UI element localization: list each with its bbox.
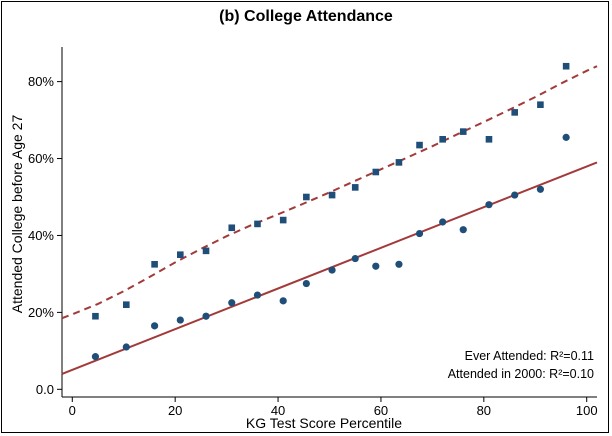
square-point: [416, 141, 423, 149]
square-point: [202, 247, 210, 255]
square-point: [511, 109, 518, 116]
square-point: [485, 136, 493, 143]
circle-point: [562, 133, 570, 141]
circle-point: [328, 266, 336, 274]
circle-point: [253, 291, 262, 299]
y-tick-label: 80%: [28, 74, 54, 89]
annotation-ever-attended: Ever Attended: R²=0.11: [465, 349, 594, 363]
x-axis-label: KG Test Score Percentile: [246, 415, 402, 431]
circle-point: [228, 299, 236, 307]
circle-point: [279, 297, 287, 305]
circle-point: [395, 260, 403, 268]
square-point: [537, 101, 544, 108]
square-point: [395, 159, 403, 166]
y-tick-label: 0.0: [36, 382, 54, 397]
square-point: [177, 251, 184, 258]
x-tick-label: 80: [477, 403, 491, 418]
x-tick-label: 20: [168, 403, 182, 418]
circle-point: [302, 279, 310, 288]
annotation-attended-2000: Attended in 2000: R²=0.10: [448, 367, 594, 381]
x-tick-label: 100: [576, 403, 598, 418]
axes: 0 20 40 60 80 100 0.0 20% 40% 60% 80%: [28, 47, 598, 418]
square-point: [351, 184, 359, 191]
square-point: [228, 224, 236, 232]
circle-point: [150, 322, 159, 330]
square-point: [562, 62, 570, 70]
x-tick-label: 40: [271, 403, 285, 418]
square-point: [439, 136, 446, 143]
square-point: [254, 220, 261, 228]
circle-point: [372, 262, 380, 270]
circle-point: [459, 226, 467, 234]
y-axis-label: Attended College before Age 27: [9, 115, 25, 314]
circle-point: [351, 254, 359, 263]
fit-line-ever-attended: [61, 65, 598, 320]
square-point: [279, 216, 287, 224]
square-point: [303, 193, 310, 201]
y-tick-label: 40%: [28, 228, 54, 243]
circle-point: [122, 343, 130, 351]
circle-point: [439, 218, 447, 226]
circle-point: [415, 229, 424, 238]
x-tick-label: 60: [374, 403, 388, 418]
square-point: [372, 168, 380, 176]
circle-point: [91, 353, 100, 361]
data-points: [91, 62, 570, 361]
y-tick-label: 20%: [28, 305, 54, 320]
y-tick-label: 60%: [28, 151, 54, 166]
square-point: [123, 301, 130, 308]
circle-point: [536, 185, 545, 193]
chart-title: (b) College Attendance: [219, 8, 393, 25]
square-point: [328, 191, 336, 199]
circle-point: [511, 191, 519, 199]
square-point: [459, 128, 467, 135]
square-point: [92, 312, 99, 320]
circle-point: [176, 316, 184, 324]
circle-point: [485, 201, 493, 209]
circle-point: [202, 312, 210, 320]
square-point: [151, 261, 158, 268]
x-tick-label: 0: [69, 403, 76, 418]
